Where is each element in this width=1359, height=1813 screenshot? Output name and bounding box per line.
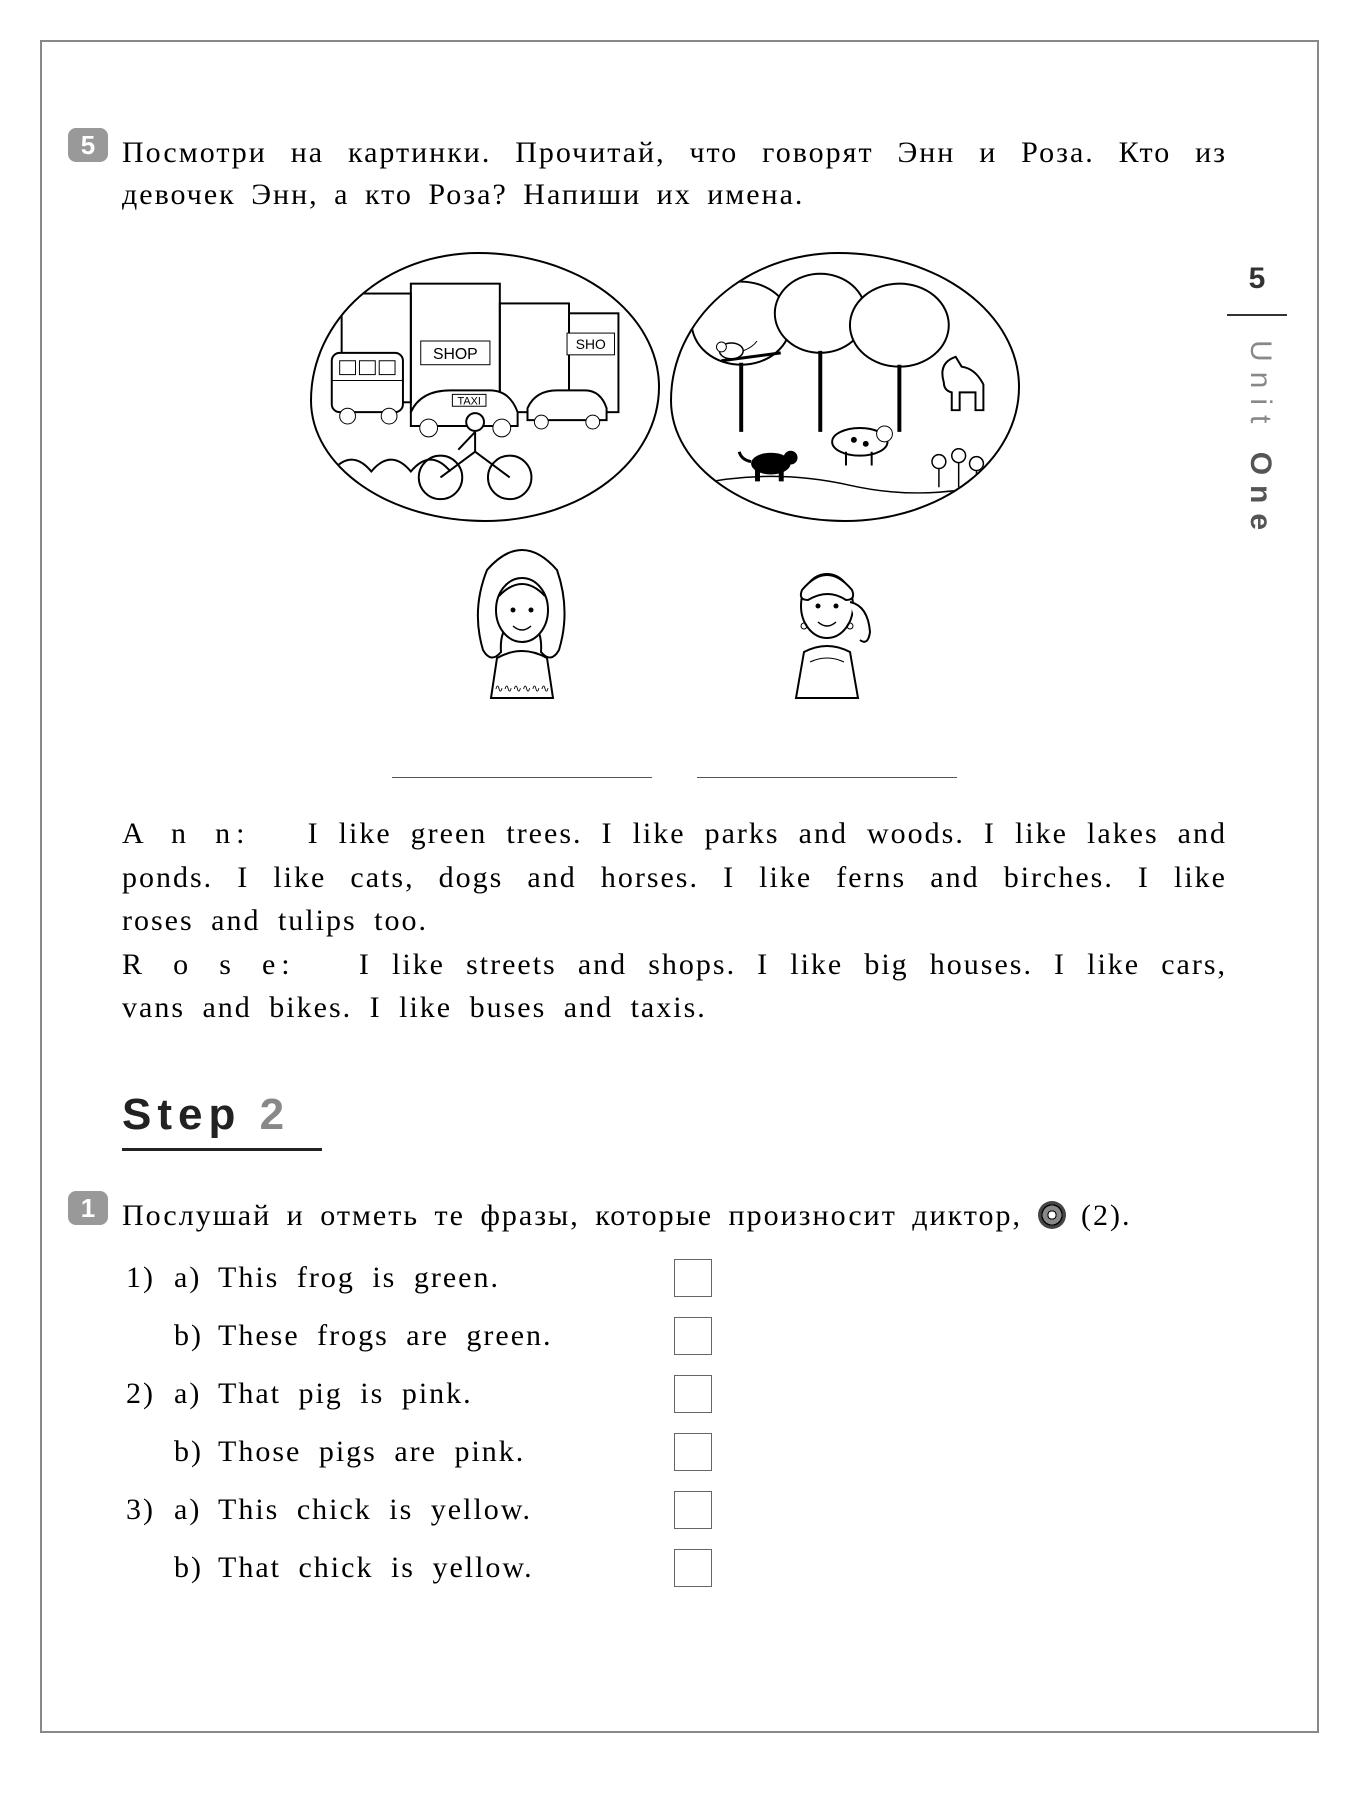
option-letter: b): [174, 1319, 218, 1353]
taxi-sign-text: TAXI: [457, 395, 480, 407]
item-number: 1): [126, 1261, 174, 1295]
ann-text: I like green trees. I like parks and woo…: [122, 817, 1227, 937]
unit-word: Unit: [1244, 340, 1277, 433]
option-text: This frog is green.: [218, 1261, 658, 1295]
option-text: These frogs are green.: [218, 1319, 658, 1353]
checkbox[interactable]: [674, 1433, 712, 1471]
options-list: 1) a) This frog is green. b) These frogs…: [126, 1259, 1227, 1587]
option-row: 3) a) This chick is yellow.: [126, 1491, 1227, 1529]
checkbox[interactable]: [674, 1491, 712, 1529]
girl-left: ∿∿∿∿∿∿: [392, 540, 652, 778]
instruction-text: Послушай и отметь те фразы, которые прои…: [122, 1199, 1038, 1232]
checkbox[interactable]: [674, 1259, 712, 1297]
name-input-right[interactable]: [697, 732, 957, 778]
option-letter: a): [174, 1493, 218, 1527]
unit-label: Unit One: [1239, 340, 1281, 540]
track-number: (2).: [1081, 1199, 1131, 1232]
girls-row: ∿∿∿∿∿∿: [310, 540, 1040, 778]
workbook-page: 5 Unit One 5 Посмотри на картинки. Прочи…: [40, 40, 1319, 1733]
item-number: 2): [126, 1377, 174, 1411]
girl-right: [697, 540, 957, 778]
option-text: That pig is pink.: [218, 1377, 658, 1411]
illustration-container: SHOP SHO TAXI: [310, 252, 1040, 778]
option-row: 1) a) This frog is green.: [126, 1259, 1227, 1297]
shop2-sign-text: SHO: [575, 336, 605, 352]
speech-bubble-park: [670, 252, 1020, 522]
option-letter: b): [174, 1551, 218, 1585]
option-letter: b): [174, 1435, 218, 1469]
exercise-1: 1 Послушай и отметь те фразы, которые пр…: [122, 1195, 1227, 1587]
exercise-1-instruction: Послушай и отметь те фразы, которые прои…: [122, 1195, 1227, 1237]
step-underline: [122, 1148, 322, 1151]
dialog-block: A n n: I like green trees. I like parks …: [122, 812, 1227, 1030]
cd-icon: [1038, 1201, 1066, 1229]
item-number: 3): [126, 1493, 174, 1527]
option-letter: a): [174, 1377, 218, 1411]
option-row: b) These frogs are green.: [126, 1317, 1227, 1355]
girl-right-sketch: [752, 540, 902, 710]
speech-bubbles-row: SHOP SHO TAXI: [310, 252, 1040, 522]
step-number: 2: [260, 1090, 290, 1139]
checkbox[interactable]: [674, 1317, 712, 1355]
option-text: This chick is yellow.: [218, 1493, 658, 1527]
svg-text:∿∿∿∿∿∿: ∿∿∿∿∿∿: [494, 683, 549, 695]
option-row: b) Those pigs are pink.: [126, 1433, 1227, 1471]
option-row: b) That chick is yellow.: [126, 1549, 1227, 1587]
unit-name: One: [1244, 452, 1277, 540]
shop-sign-text: SHOP: [432, 346, 477, 363]
step-heading: Step 2: [122, 1090, 1227, 1140]
checkbox[interactable]: [674, 1549, 712, 1587]
girl-left-sketch: ∿∿∿∿∿∿: [447, 540, 597, 710]
exercise-5: 5 Посмотри на картинки. Прочитай, что го…: [122, 132, 1227, 1030]
page-sidebar: 5 Unit One: [1227, 262, 1287, 540]
checkbox[interactable]: [674, 1375, 712, 1413]
exercise-5-instruction: Посмотри на картинки. Прочитай, что гово…: [122, 132, 1227, 216]
option-row: 2) a) That pig is pink.: [126, 1375, 1227, 1413]
name-input-left[interactable]: [392, 732, 652, 778]
ann-speaker-label: A n n:: [122, 817, 250, 850]
exercise-number-badge: 5: [68, 128, 108, 162]
park-scene-sketch: [672, 254, 1018, 521]
step-label: Step: [122, 1090, 241, 1139]
sidebar-divider: [1227, 314, 1287, 316]
exercise-number-badge: 1: [68, 1191, 108, 1225]
option-text: Those pigs are pink.: [218, 1435, 658, 1469]
speech-bubble-city: SHOP SHO TAXI: [310, 252, 660, 522]
option-text: That chick is yellow.: [218, 1551, 658, 1585]
city-scene-sketch: SHOP SHO TAXI: [312, 254, 658, 521]
option-letter: a): [174, 1261, 218, 1295]
rose-speaker-label: R o s e:: [122, 948, 296, 981]
page-number: 5: [1227, 262, 1287, 296]
